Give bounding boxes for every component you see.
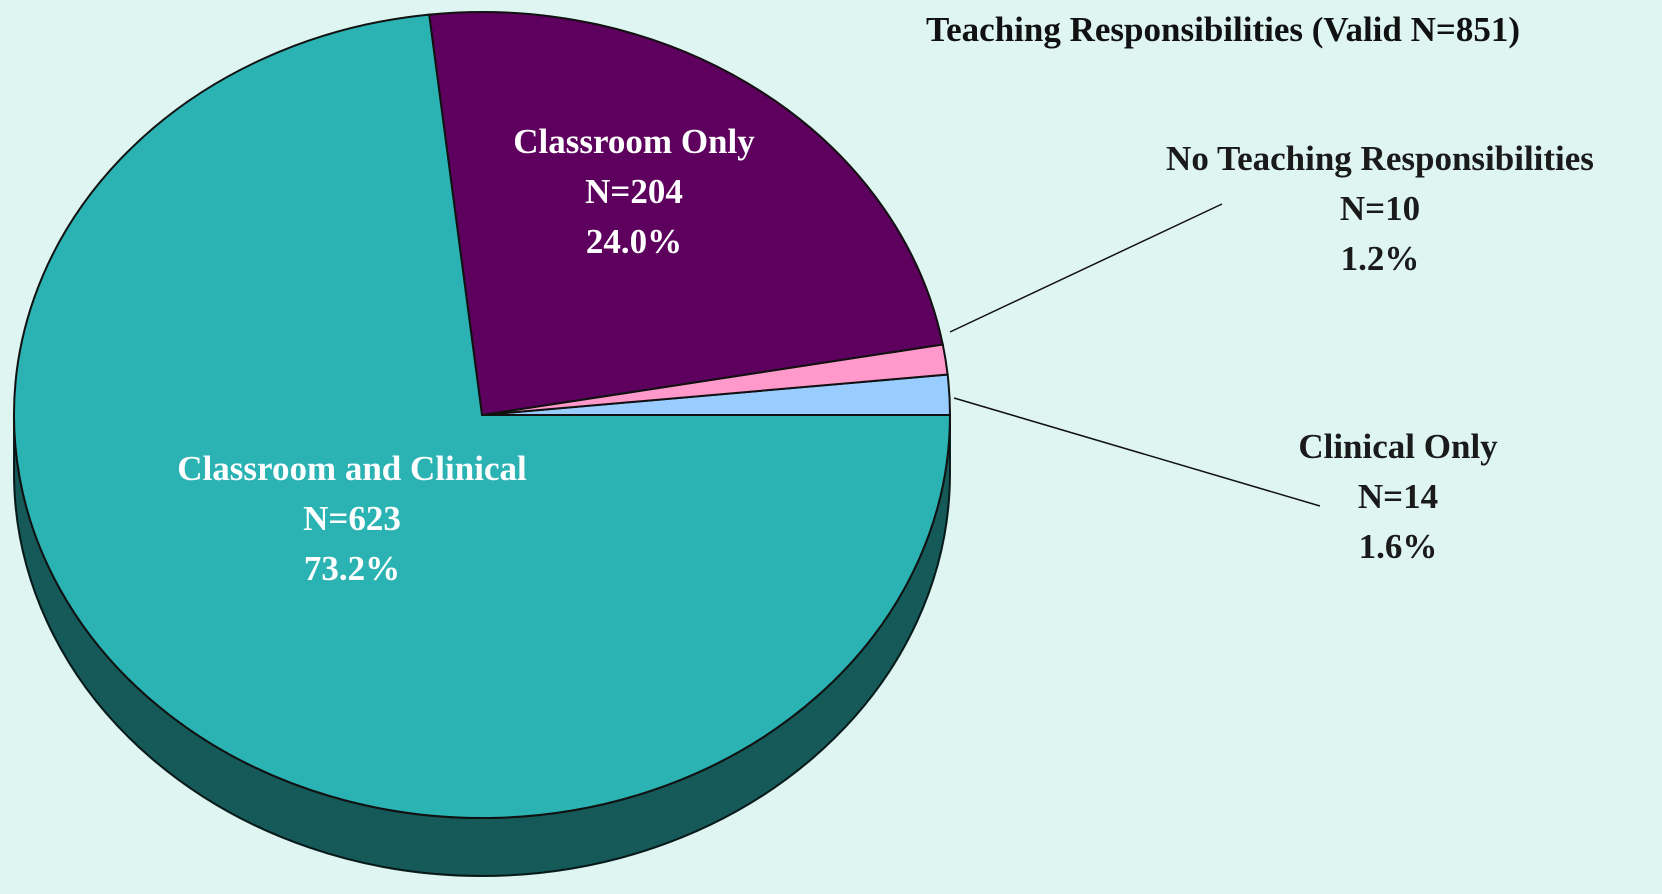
slice-label: Classroom Only <box>513 122 755 161</box>
slice-count: N=204 <box>585 172 683 211</box>
slice-label: No Teaching Responsibilities <box>1166 139 1594 178</box>
slice-label: Clinical Only <box>1298 427 1498 466</box>
slice-percent: 1.2% <box>1341 239 1420 278</box>
chart-title: Teaching Responsibilities (Valid N=851) <box>926 10 1520 49</box>
slice-label: Classroom and Clinical <box>177 449 527 488</box>
slice-count: N=10 <box>1340 189 1420 228</box>
leader-line <box>954 398 1320 506</box>
page: Teaching Responsibilities (Valid N=851) … <box>0 0 1662 894</box>
slice-count: N=14 <box>1358 477 1438 516</box>
slice-count: N=623 <box>303 499 401 538</box>
slice-percent: 1.6% <box>1359 527 1438 566</box>
slice-percent: 24.0% <box>586 222 682 261</box>
pie-slice <box>429 12 943 415</box>
slice-percent: 73.2% <box>304 549 400 588</box>
leader-line <box>950 204 1222 332</box>
chart: Teaching Responsibilities (Valid N=851) … <box>0 0 1662 894</box>
